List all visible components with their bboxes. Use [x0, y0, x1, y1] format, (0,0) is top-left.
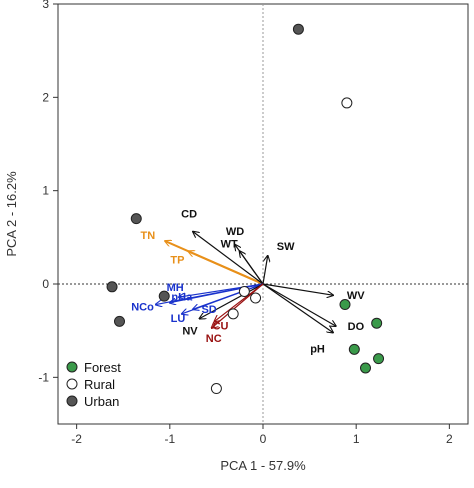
vector-label-lu: LU: [171, 313, 186, 325]
point-urban: [106, 281, 118, 293]
y-axis-title: PCA 2 - 16.2%: [4, 171, 19, 257]
vector-arrow-wv: [262, 283, 333, 295]
x-tick-label: 0: [260, 432, 267, 446]
point-urban: [158, 290, 170, 302]
y-tick-label: 1: [42, 184, 49, 198]
vector-label-sd: SD: [201, 304, 216, 316]
sample-points: [106, 23, 385, 395]
vector-label-sw: SW: [277, 241, 295, 253]
x-tick-label: -1: [164, 432, 175, 446]
point-urban: [114, 315, 125, 327]
x-tick-label: 1: [353, 432, 360, 446]
vector-label-nv: NV: [182, 326, 198, 338]
point-rural: [210, 383, 222, 395]
vector-label-do: DO: [348, 321, 365, 333]
x-tick-label: 2: [446, 432, 453, 446]
point-urban: [130, 213, 142, 225]
point-rural: [238, 285, 250, 297]
legend-marker-urban: [66, 395, 78, 407]
vector-arrow-nc: [212, 283, 264, 328]
y-tick-label: 0: [42, 277, 49, 291]
y-tick-label: 2: [42, 90, 49, 104]
point-forest: [373, 353, 385, 365]
x-axis-title: PCA 1 - 57.9%: [220, 458, 306, 473]
vector-label-cu: CU: [213, 320, 229, 332]
point-forest: [339, 299, 351, 311]
vector-arrow-wt: [240, 251, 264, 285]
vector-label-pha: pHa: [171, 292, 193, 304]
vector-arrow-nv: [200, 283, 264, 319]
vector-arrow-ph: [262, 283, 333, 333]
legend-label-forest: Forest: [84, 360, 121, 375]
vector-label-mh: MH: [167, 282, 184, 294]
x-axis-ticks: -2 -1 0 1 2: [71, 424, 453, 446]
y-tick-label: -1: [38, 370, 49, 384]
y-axis-ticks: -1 0 1 2 3: [38, 0, 58, 384]
vector-label-wt: WT: [221, 238, 238, 250]
vector-label-cd: CD: [181, 209, 197, 221]
point-rural: [250, 292, 262, 304]
vector-label-ph: pH: [310, 344, 325, 356]
vector-arrow-cd: [193, 232, 264, 285]
point-forest: [360, 362, 371, 374]
legend-label-urban: Urban: [84, 394, 119, 409]
point-forest: [348, 343, 360, 355]
vector-label-tn: TN: [140, 230, 155, 242]
legend-label-rural: Rural: [84, 377, 115, 392]
y-tick-label: 3: [42, 0, 49, 11]
x-tick-label: -2: [71, 432, 82, 446]
legend-marker-forest: [66, 361, 78, 373]
vector-label-wv: WV: [347, 290, 365, 302]
vector-label-tp: TP: [170, 254, 184, 266]
legend: Forest Rural Urban: [66, 360, 121, 409]
vector-label-nc: NC: [206, 333, 222, 345]
vector-arrow-lu: [182, 283, 264, 314]
point-forest: [371, 317, 383, 329]
vector-arrow-sw: [262, 256, 268, 285]
vector-arrow-do: [262, 283, 336, 326]
legend-marker-rural: [66, 378, 78, 390]
vector-label-nco: NCo: [131, 302, 154, 314]
point-urban: [292, 23, 304, 35]
vector-label-wd: WD: [226, 226, 244, 238]
point-rural: [341, 97, 353, 109]
point-rural: [227, 308, 239, 320]
vector-arrow-tp: [188, 251, 264, 285]
